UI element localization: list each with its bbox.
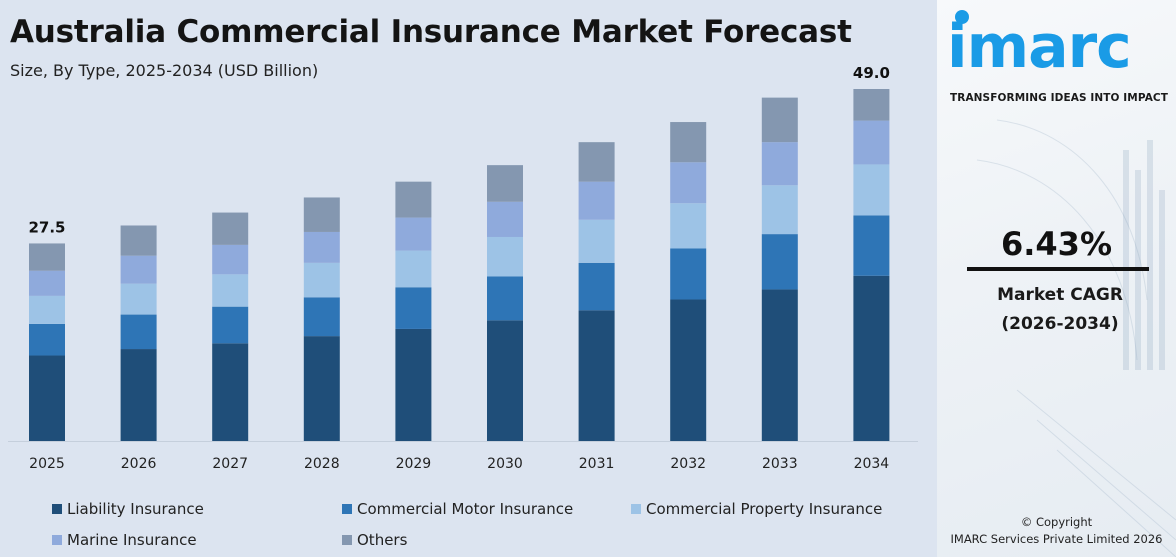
bar-segment xyxy=(120,314,157,350)
bar-segment xyxy=(29,323,65,356)
bar-segment xyxy=(212,343,249,441)
bar-segment xyxy=(29,243,65,271)
bar-segment xyxy=(120,255,157,284)
x-tick-label: 2025 xyxy=(29,456,65,472)
bar-segment xyxy=(303,262,340,298)
x-tick-label: 2031 xyxy=(579,456,615,472)
bar-segment xyxy=(487,236,523,277)
cagr-divider xyxy=(967,267,1149,271)
x-tick-label: 2027 xyxy=(212,456,248,472)
bar-segment xyxy=(761,289,798,441)
bar-segment xyxy=(303,297,340,337)
bar-segment xyxy=(761,234,798,290)
copyright-line-2: IMARC Services Private Limited 2026 xyxy=(950,532,1163,546)
bar-segment xyxy=(29,295,65,324)
logo-text: imarc xyxy=(947,12,1132,82)
bar-segment xyxy=(578,310,615,441)
bar-segment xyxy=(853,275,890,441)
x-tick-label: 2033 xyxy=(762,456,798,472)
bar-segment xyxy=(670,203,707,249)
bar-segment xyxy=(487,201,523,237)
stacked-bar-chart: 2025 2026 2027 2028 2029 2030 2031 2032 2033 2034… xyxy=(8,64,918,472)
bar-segment xyxy=(853,89,890,121)
bar-segment xyxy=(578,219,615,263)
bar-segment xyxy=(212,274,249,307)
bar-segment xyxy=(120,225,157,256)
bar-segment xyxy=(395,250,432,288)
bar-segment xyxy=(29,270,65,296)
cagr-label: Market CAGR xyxy=(997,285,1123,305)
bar-segment xyxy=(761,142,798,186)
bar-segment xyxy=(578,262,615,311)
x-tick-label: 2034 xyxy=(854,456,890,472)
bar-segment xyxy=(761,97,798,143)
bar-segment xyxy=(395,181,432,218)
bar-segment xyxy=(853,120,890,165)
x-tick-label: 2030 xyxy=(487,456,523,472)
chart-panel: Australia Commercial Insurance Market Fo… xyxy=(8,14,918,549)
bar-segment xyxy=(578,181,615,220)
bar-segment xyxy=(212,244,249,275)
bar-segment xyxy=(120,349,157,441)
bar-segment xyxy=(578,142,615,182)
bar-segment xyxy=(670,248,707,300)
copyright-line-1: © Copyright xyxy=(1020,515,1093,529)
imarc-logo: imarc xyxy=(947,10,1173,84)
cagr-period: (2026-2034) xyxy=(1001,314,1119,334)
bar-segment xyxy=(29,355,65,441)
bar-segment xyxy=(120,283,157,315)
bar-segment xyxy=(395,328,432,441)
bar-segment xyxy=(670,299,707,441)
cagr-value: 6.43% xyxy=(1000,225,1112,263)
brand-tagline: TRANSFORMING IDEAS INTO IMPACT xyxy=(950,92,1168,104)
data-label-total: 49.0 xyxy=(853,64,890,82)
bar-segment xyxy=(853,164,890,216)
chart-subtitle: Size, By Type, 2025-2034 (USD Billion) xyxy=(10,61,319,80)
bar-segment xyxy=(395,287,432,329)
bar-segment xyxy=(487,320,523,441)
bar-segment xyxy=(303,231,340,263)
bar-segment xyxy=(395,217,432,251)
bar-segment xyxy=(761,185,798,235)
bar-segment xyxy=(853,215,890,276)
bar-segment xyxy=(487,276,523,321)
x-tick-label: 2032 xyxy=(670,456,706,472)
brand-sidebar: imarc TRANSFORMING IDEAS INTO IMPACT 6.4… xyxy=(937,0,1176,557)
bar-segment xyxy=(303,336,340,441)
data-label-total: 27.5 xyxy=(28,218,65,236)
x-tick-label: 2029 xyxy=(396,456,432,472)
chart-title: Australia Commercial Insurance Market Fo… xyxy=(10,14,852,50)
bar-segment xyxy=(212,306,249,344)
logo-dot-icon xyxy=(955,10,969,24)
bar-segment xyxy=(670,122,707,163)
bar-segment xyxy=(670,162,707,204)
bar-segment xyxy=(303,197,340,232)
x-tick-label: 2028 xyxy=(304,456,340,472)
bar-segment xyxy=(212,212,249,245)
copyright-notice: © Copyright IMARC Services Private Limit… xyxy=(937,514,1176,548)
bar-segment xyxy=(487,165,523,202)
x-tick-label: 2026 xyxy=(121,456,157,472)
